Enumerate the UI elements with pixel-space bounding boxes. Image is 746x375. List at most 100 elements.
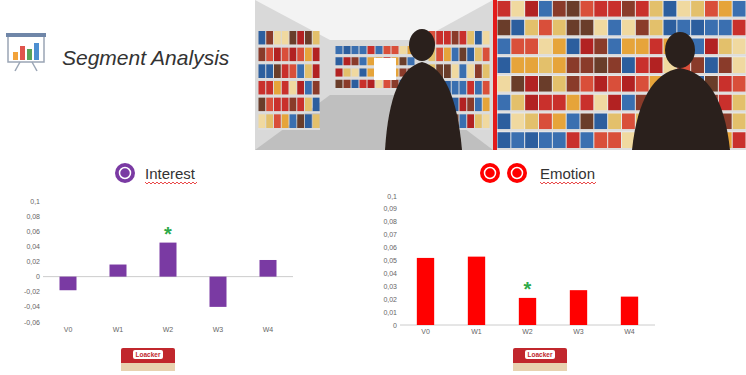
shelf-product — [259, 64, 266, 78]
shelf-product — [719, 20, 732, 36]
shelf-product — [400, 57, 407, 65]
y-tick-label: 0,03 — [383, 283, 397, 290]
shelf-product — [460, 31, 467, 45]
y-tick-label: 0 — [393, 322, 397, 329]
shelf-edge — [258, 45, 320, 47]
shelf-product — [444, 64, 451, 78]
shelf-product — [608, 1, 621, 17]
photo-bg — [255, 0, 493, 150]
shelf-product — [274, 98, 281, 112]
title-underline — [540, 182, 596, 184]
shelf-product — [553, 114, 566, 130]
shelf-product — [266, 31, 273, 45]
shelf-product — [622, 57, 635, 73]
y-tick — [41, 216, 43, 217]
shelf-product — [498, 76, 511, 92]
shelf-product — [733, 114, 746, 130]
shelf-product — [290, 98, 297, 112]
shelf-product — [297, 114, 304, 128]
shelf-product — [360, 57, 367, 65]
shelf-product — [259, 114, 266, 128]
shelf-product — [581, 1, 594, 17]
bar — [160, 243, 177, 277]
shelf-product — [733, 132, 746, 148]
shelf-product — [297, 81, 304, 95]
shelf-product — [608, 39, 621, 55]
shelf-product — [344, 46, 351, 54]
shelf-product — [376, 80, 383, 88]
y-tick — [41, 201, 43, 202]
shelf-product — [274, 48, 281, 62]
shelf-product — [305, 31, 312, 45]
shelf-product — [636, 76, 649, 92]
shelf-product — [259, 31, 266, 45]
bar — [110, 265, 127, 277]
easel-leg — [32, 62, 37, 71]
shelf-product — [305, 98, 312, 112]
shelf-product — [460, 81, 467, 95]
shelf-product — [567, 76, 580, 92]
y-tick-label: 0 — [36, 273, 40, 280]
shelf-product — [594, 95, 607, 111]
shelf-product — [282, 114, 289, 128]
shelf-product — [498, 95, 511, 111]
shelf-product — [483, 114, 490, 128]
x-tick-label: W1 — [471, 328, 482, 335]
y-tick-label: 0,04 — [383, 270, 397, 277]
y-tick — [41, 306, 43, 307]
shelf-product — [498, 39, 511, 55]
shelf-product — [282, 81, 289, 95]
x-tick-label: V0 — [64, 326, 73, 333]
chart: Interest-0,06-0,04-0,0200,020,040,060,08… — [24, 163, 293, 371]
shelf-product — [467, 31, 474, 45]
y-tick — [398, 247, 400, 248]
shelf-product — [266, 81, 273, 95]
shelf-product — [594, 39, 607, 55]
shelf-product — [259, 98, 266, 112]
shelf-product — [594, 132, 607, 148]
x-tick-label: W2 — [522, 328, 533, 335]
y-tick-label: 0,1 — [30, 198, 40, 205]
shelf-product — [467, 64, 474, 78]
shelf-product — [297, 64, 304, 78]
shelf-product — [498, 132, 511, 148]
shelf-product — [525, 76, 538, 92]
y-tick — [398, 312, 400, 313]
shelf-product — [282, 48, 289, 62]
shelf-product — [677, 1, 690, 17]
y-tick — [398, 208, 400, 209]
shelf-edge — [258, 111, 320, 113]
shelf-edge — [497, 54, 746, 56]
title-icon-glyph — [120, 168, 131, 179]
x-tick-label: W2 — [163, 326, 174, 333]
shelf-product — [305, 81, 312, 95]
shelf-product — [581, 39, 594, 55]
x-tick-label: W4 — [263, 326, 274, 333]
y-tick — [398, 325, 400, 326]
title-icon — [507, 163, 527, 183]
shelf-product — [344, 69, 351, 77]
bars — [60, 243, 277, 307]
shelf-product — [650, 57, 663, 73]
shelf-product — [368, 69, 375, 77]
title-icon — [480, 163, 500, 183]
shelf-product — [594, 20, 607, 36]
shelf-product — [539, 114, 552, 130]
title-icon-glyph — [485, 168, 496, 179]
x-tick-label: V0 — [421, 328, 430, 335]
shelf-product — [475, 98, 482, 112]
title-icon — [115, 163, 135, 183]
shelf-product — [266, 48, 273, 62]
bar — [417, 258, 434, 325]
y-tick-label: 0,05 — [383, 257, 397, 264]
shelf-product — [297, 98, 304, 112]
significance-marker: * — [524, 278, 532, 300]
shelf-product — [719, 39, 732, 55]
shelf-product — [553, 39, 566, 55]
shelf-product — [483, 48, 490, 62]
shelf-product — [719, 76, 732, 92]
shelf-product — [475, 114, 482, 128]
shelf-product — [266, 98, 273, 112]
x-tick-label: W1 — [113, 326, 124, 333]
shelf-product — [305, 114, 312, 128]
